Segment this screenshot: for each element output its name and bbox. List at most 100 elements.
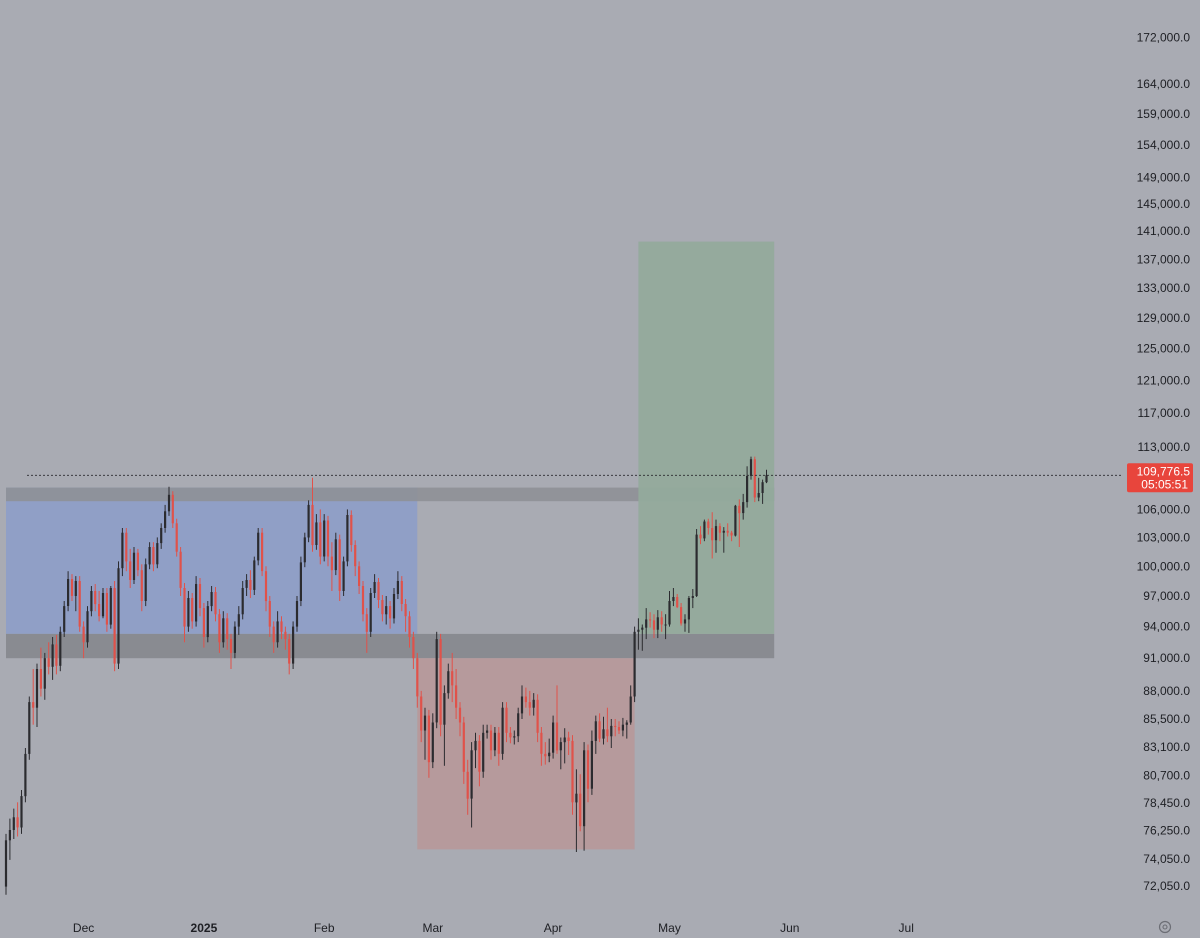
candle-body: [323, 520, 326, 557]
candle-body: [447, 671, 450, 694]
candle: [435, 631, 438, 729]
candle-body: [625, 722, 628, 725]
candle-body: [261, 532, 264, 572]
candle: [738, 499, 741, 547]
candle-body: [594, 721, 597, 741]
candle-body: [24, 753, 27, 797]
gear-icon[interactable]: [1158, 920, 1172, 934]
candle: [753, 456, 756, 503]
candle: [288, 633, 291, 675]
candle: [334, 532, 337, 576]
candle: [144, 558, 147, 607]
candle: [98, 591, 101, 622]
last-price-badge: 109,776.5 05:05:51: [1127, 463, 1193, 493]
candle: [140, 564, 143, 612]
candle: [408, 611, 411, 648]
price-tick-label: 129,000.0: [1137, 311, 1191, 325]
candle: [544, 742, 547, 765]
candle: [164, 504, 167, 533]
candle-body: [703, 521, 706, 539]
candle-body: [342, 561, 345, 591]
candle-body: [660, 617, 663, 625]
candle: [660, 611, 663, 632]
candle-body: [509, 732, 512, 738]
candle: [742, 493, 745, 520]
candle: [672, 588, 675, 607]
candle-body: [482, 732, 485, 772]
candle: [156, 537, 159, 569]
candle-body: [117, 568, 120, 664]
candle-body: [520, 696, 524, 714]
time-tick-label: May: [658, 921, 681, 935]
price-axis[interactable]: 172,000.0 164,000.0 159,000.0 154,000.0 149,…: [1137, 30, 1191, 893]
candle-body: [435, 639, 438, 723]
candle: [303, 532, 306, 568]
candle-body: [579, 793, 582, 827]
candle-body: [462, 722, 465, 772]
candle: [361, 581, 365, 622]
candle-body: [707, 521, 710, 528]
candle-body: [590, 740, 593, 789]
candle-body: [113, 588, 116, 664]
candle: [257, 528, 260, 566]
candle: [315, 514, 318, 550]
candle: [346, 509, 349, 567]
zone-deviation-box[interactable]: [417, 658, 635, 850]
candle: [761, 479, 764, 504]
candle-body: [517, 713, 520, 737]
candle-body: [559, 742, 562, 751]
candle-body: [493, 732, 496, 751]
candle-body: [78, 581, 81, 627]
candle-body: [214, 592, 217, 615]
candle: [35, 663, 39, 727]
candle-body: [311, 504, 314, 546]
candle-body: [377, 582, 380, 600]
time-tick-label: 2025: [191, 921, 218, 935]
candle-body: [552, 722, 555, 753]
candle: [67, 571, 70, 612]
candle-body: [121, 532, 124, 569]
candle-body: [563, 737, 566, 743]
candle-body: [614, 725, 617, 727]
zone-resistance-band[interactable]: [6, 487, 775, 502]
zone-target-box[interactable]: [638, 241, 775, 634]
candle: [24, 748, 27, 803]
candle: [509, 727, 512, 744]
candle: [276, 611, 279, 648]
candle: [695, 529, 698, 597]
candle: [381, 595, 384, 622]
candle-body: [39, 669, 42, 689]
candle: [629, 685, 632, 725]
candle-body: [222, 618, 225, 643]
price-tick-label: 72,050.0: [1143, 879, 1190, 893]
candle: [261, 528, 264, 577]
candle-body: [656, 617, 659, 630]
candle-body: [109, 588, 112, 625]
candle: [326, 515, 330, 567]
candle-body: [524, 696, 527, 703]
candle: [757, 477, 760, 502]
zone-support-band[interactable]: [6, 633, 775, 659]
candle: [167, 486, 171, 516]
candle: [245, 574, 248, 596]
candle-body: [272, 626, 275, 643]
candle: [649, 612, 652, 628]
candle-body: [365, 614, 368, 632]
candle-body: [171, 494, 174, 524]
candle: [489, 724, 493, 760]
candle: [268, 596, 271, 637]
time-axis[interactable]: Dec 2025 Feb Mar Apr May Jun Jul: [73, 921, 914, 935]
candle: [121, 528, 124, 577]
candle-body: [315, 522, 318, 545]
candle: [470, 742, 473, 828]
candle: [617, 721, 621, 734]
candle: [517, 707, 520, 743]
candles-layer: [4, 456, 768, 895]
candle-body: [74, 581, 77, 596]
candle-body: [292, 626, 295, 664]
candle: [513, 730, 516, 745]
candle-body: [757, 493, 760, 498]
price-tick-label: 83,100.0: [1143, 740, 1190, 754]
candle-body: [649, 619, 652, 621]
